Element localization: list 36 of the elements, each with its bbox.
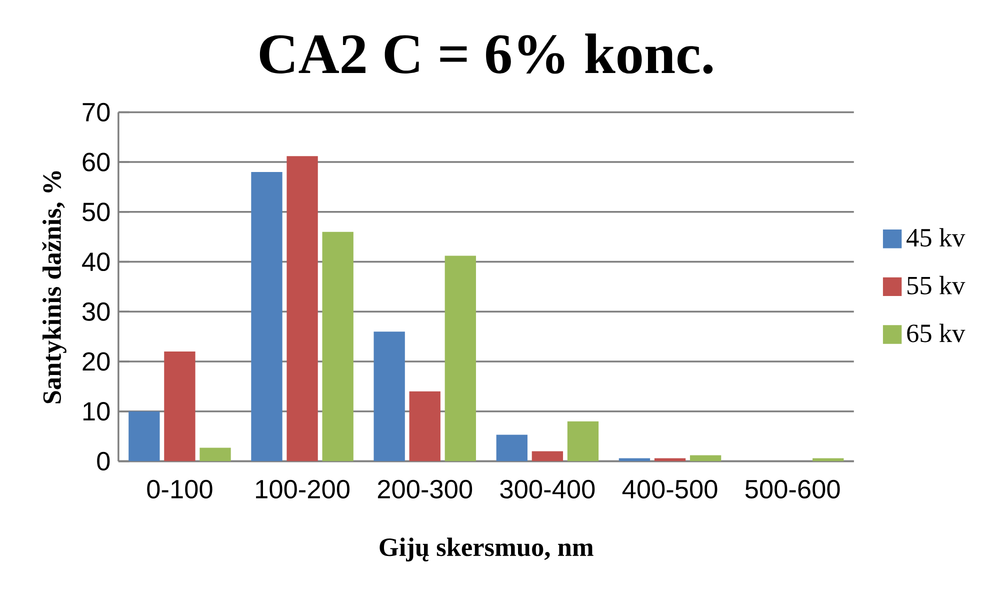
y-tick-label: 70: [82, 102, 110, 122]
bar: [286, 156, 318, 462]
legend-label: 45 kv: [906, 228, 966, 247]
bar: [812, 458, 844, 462]
x-axis-title: Gijų skersmuo, nm: [380, 538, 594, 562]
x-tick-label: 100-200: [256, 480, 350, 498]
bar: [444, 256, 476, 462]
y-tick-label: 20: [82, 352, 110, 371]
legend-label: 65 kv: [907, 324, 966, 342]
bar: [654, 458, 686, 462]
bar: [322, 232, 354, 462]
bar: [200, 448, 231, 462]
bar: [496, 434, 528, 462]
bar: [618, 458, 650, 462]
bar: [567, 421, 599, 462]
y-tick-label: 10: [83, 402, 110, 421]
bar: [374, 332, 405, 462]
bar: [690, 455, 722, 462]
x-tick-label: 300-400: [500, 480, 595, 498]
bar: [251, 172, 282, 462]
y-tick-label: 30: [82, 302, 110, 321]
y-tick-label: 50: [82, 202, 110, 222]
bar: [532, 451, 564, 462]
x-tick-label: 200-300: [378, 480, 472, 498]
y-tick-label: 40: [82, 252, 110, 272]
y-tick-label: 60: [82, 152, 110, 172]
y-axis-title: Santykinis dažnis, %: [42, 171, 66, 404]
x-tick-label: 500-600: [745, 480, 840, 498]
bar: [409, 391, 440, 462]
x-tick-label: 400-500: [622, 480, 718, 498]
legend-label: 55 kv: [908, 276, 966, 294]
bar: [164, 351, 196, 462]
chart-title: CA2 C = 6% konc.: [260, 33, 713, 74]
y-tick-label: 0: [97, 452, 110, 470]
bar: [128, 411, 160, 462]
x-tick-label: 0-100: [147, 480, 212, 498]
